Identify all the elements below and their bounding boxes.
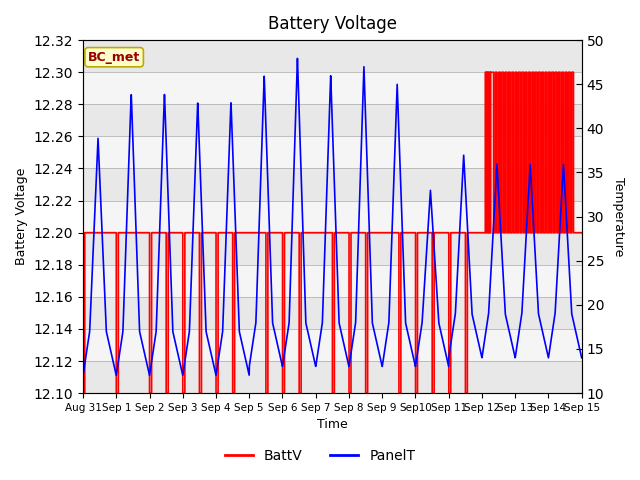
Bar: [83, 201, 582, 233]
Bar: [83, 361, 582, 393]
Bar: [83, 40, 582, 72]
Y-axis label: Temperature: Temperature: [612, 177, 625, 256]
Bar: [83, 265, 582, 297]
Legend: BattV, PanelT: BattV, PanelT: [220, 443, 420, 468]
Bar: [83, 104, 582, 136]
Bar: [83, 297, 582, 329]
Bar: [83, 233, 582, 265]
Bar: [83, 168, 582, 201]
Title: Battery Voltage: Battery Voltage: [268, 15, 397, 33]
Text: BC_met: BC_met: [88, 51, 140, 64]
Y-axis label: Battery Voltage: Battery Voltage: [15, 168, 28, 265]
Bar: [83, 329, 582, 361]
Bar: [83, 72, 582, 104]
Bar: [83, 136, 582, 168]
X-axis label: Time: Time: [317, 419, 348, 432]
